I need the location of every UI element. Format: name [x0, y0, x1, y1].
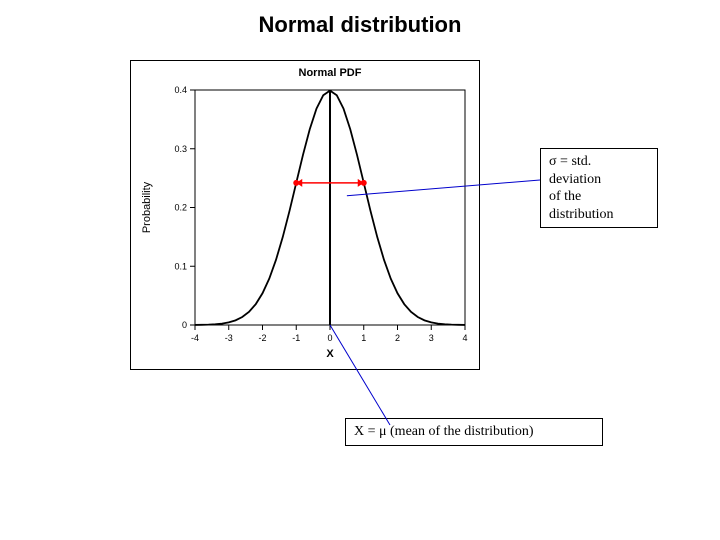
- sigma-callout-line: deviation: [549, 172, 601, 187]
- mu-callout-text: X = μ (mean of the distribution): [354, 424, 533, 439]
- svg-text:3: 3: [429, 333, 434, 343]
- sigma-callout-line: distribution: [549, 207, 614, 222]
- normal-pdf-chart: Normal PDF 0 0.1 0.2 0.3 0.4 -4 -3 -2 -1 0 1 2 3 4 X Pro…: [130, 60, 480, 370]
- sigma-callout-line: σ = std.: [549, 154, 591, 169]
- svg-text:1: 1: [361, 333, 366, 343]
- svg-text:-1: -1: [292, 333, 300, 343]
- svg-text:4: 4: [462, 333, 467, 343]
- svg-text:0: 0: [327, 333, 332, 343]
- svg-text:2: 2: [395, 333, 400, 343]
- svg-text:0.1: 0.1: [174, 261, 187, 271]
- svg-text:0.2: 0.2: [174, 203, 187, 213]
- svg-text:Normal PDF: Normal PDF: [299, 67, 362, 79]
- chart-panel: Normal PDF 0 0.1 0.2 0.3 0.4 -4 -3 -2 -1 0 1 2 3 4 X Pro…: [130, 60, 480, 370]
- svg-text:0.4: 0.4: [174, 85, 187, 95]
- mu-callout-box: X = μ (mean of the distribution): [345, 418, 603, 446]
- svg-text:0.3: 0.3: [174, 144, 187, 154]
- svg-text:Probability: Probability: [141, 181, 153, 233]
- svg-text:-2: -2: [258, 333, 266, 343]
- svg-text:0: 0: [182, 320, 187, 330]
- svg-text:-3: -3: [225, 333, 233, 343]
- sigma-callout-box: σ = std. deviation of the distribution: [540, 148, 658, 228]
- sigma-callout-line: of the: [549, 189, 581, 204]
- svg-text:X: X: [326, 348, 334, 360]
- svg-text:-4: -4: [191, 333, 199, 343]
- slide-title: Normal distribution: [0, 12, 720, 38]
